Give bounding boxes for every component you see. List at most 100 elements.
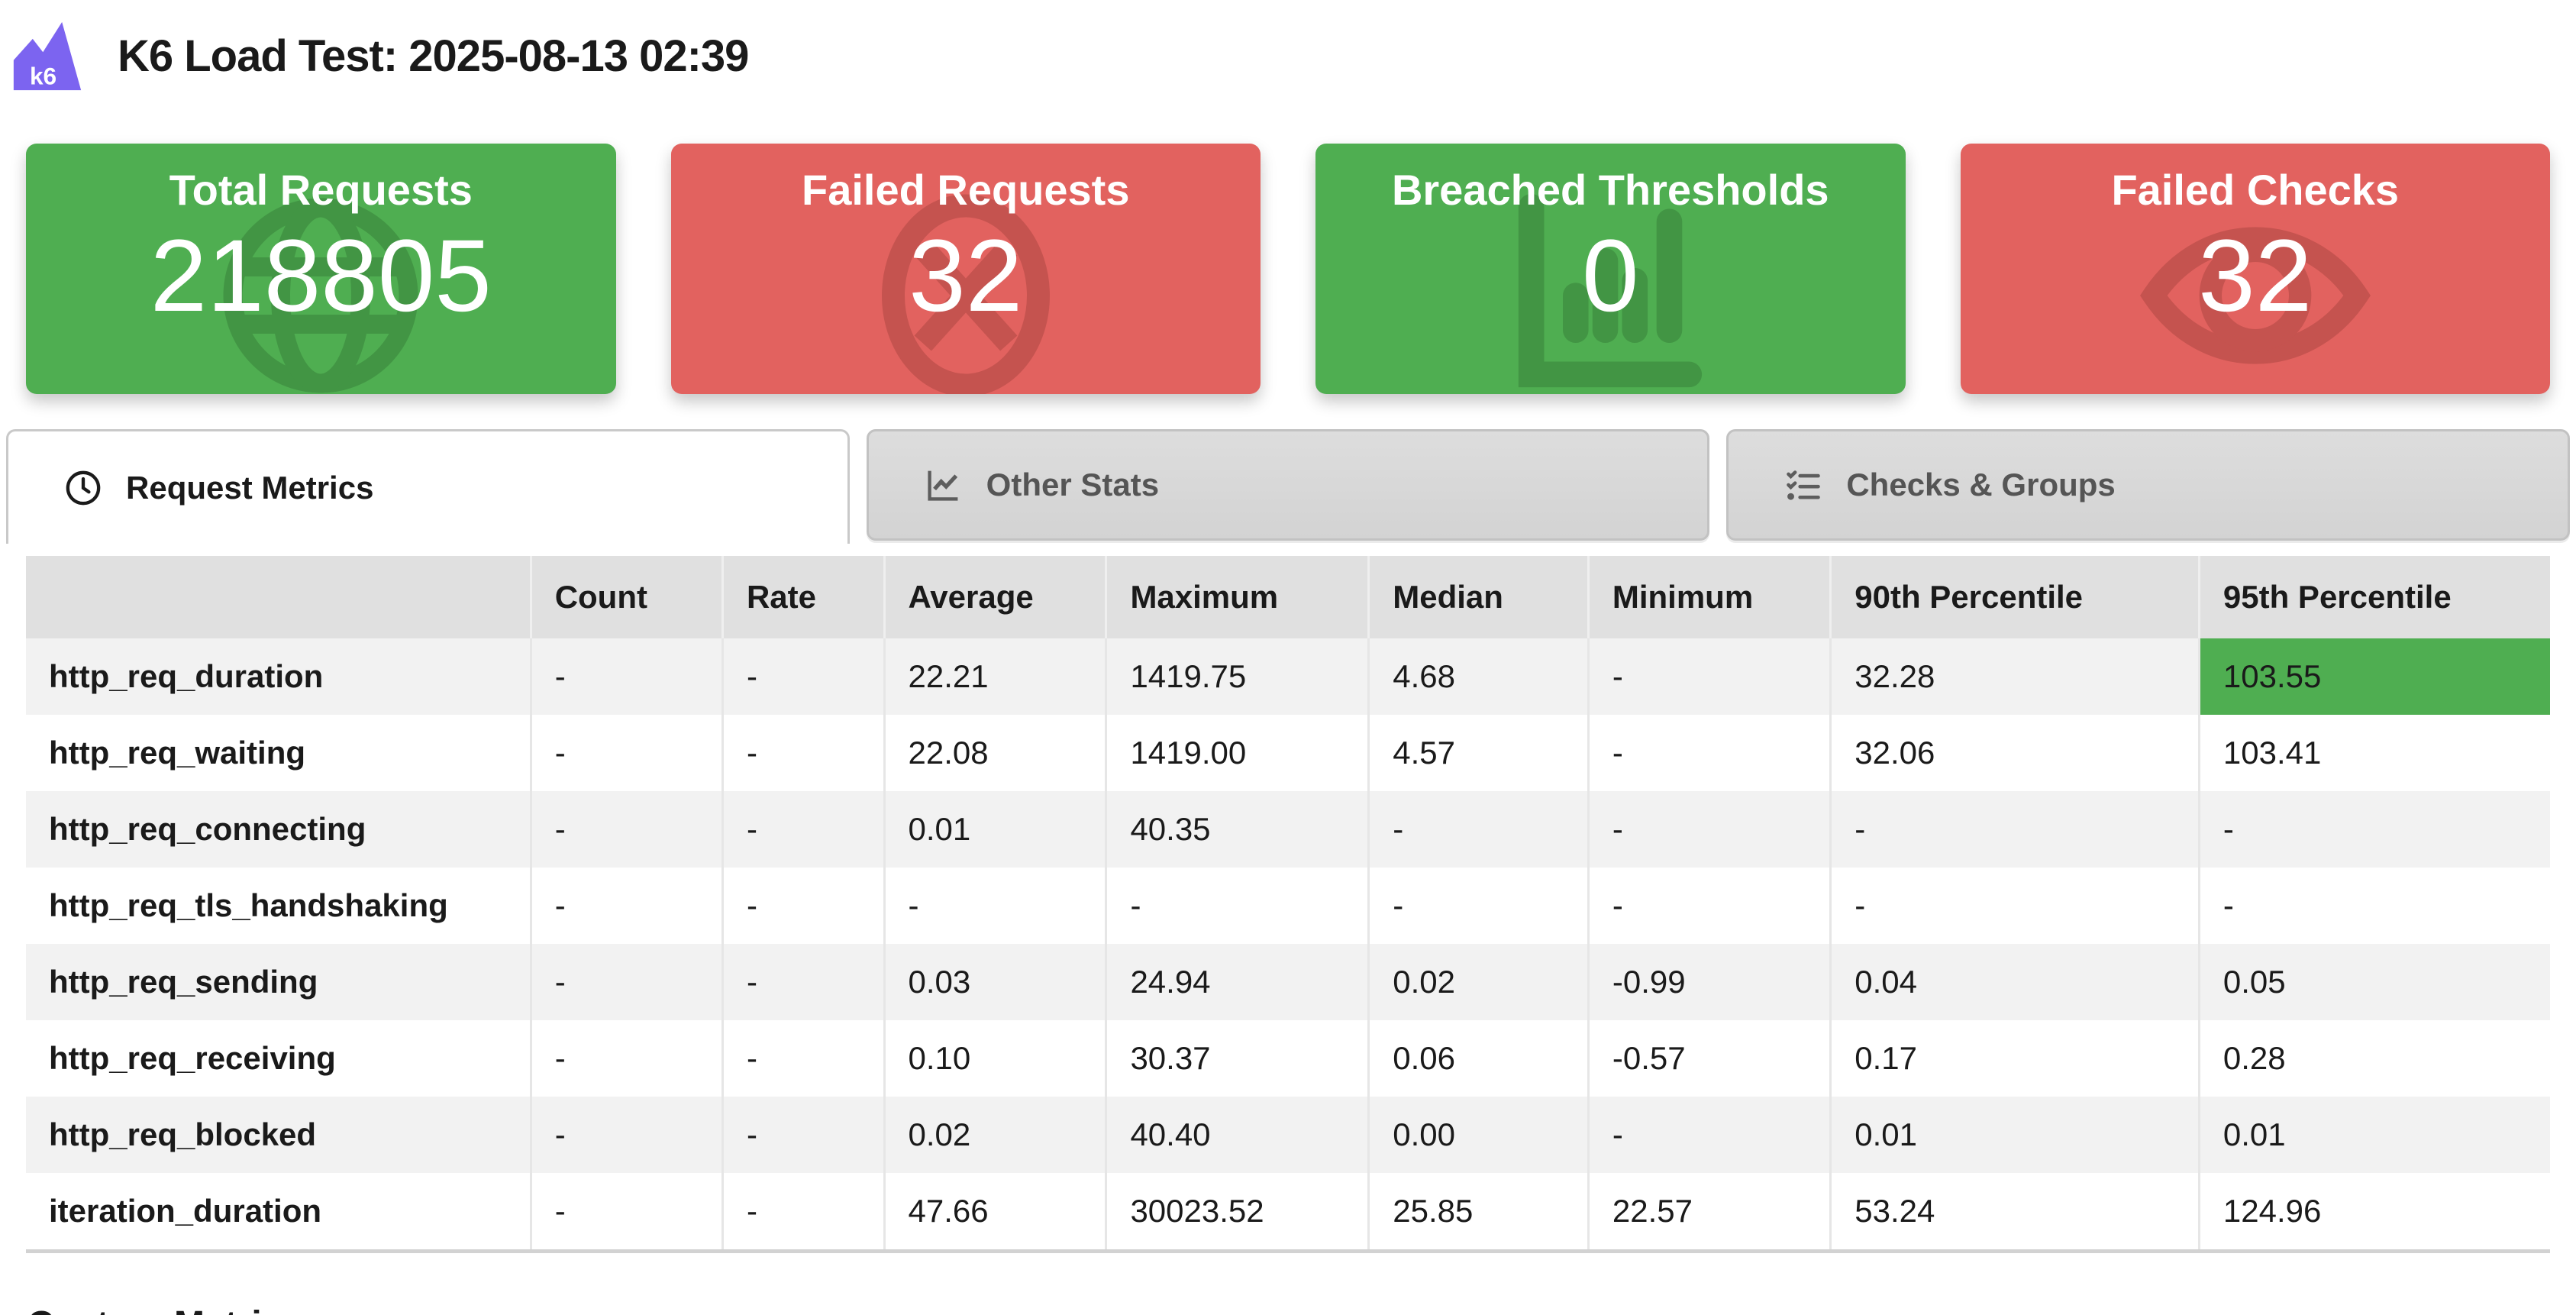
metric-value-cell: - [1587, 715, 1831, 791]
tab-checks-groups[interactable]: Checks & Groups [1726, 429, 2571, 541]
metric-value-cell: 0.28 [2197, 1020, 2550, 1097]
card-value: 32 [2198, 219, 2313, 333]
metric-value-cell: - [1367, 868, 1589, 944]
metric-value-cell: 0.03 [883, 944, 1106, 1020]
page-title: K6 Load Test: 2025-08-13 02:39 [118, 31, 749, 81]
metric-value-cell: 47.66 [883, 1173, 1106, 1253]
metric-value-cell: - [529, 791, 723, 868]
metric-value-cell: 30023.52 [1105, 1173, 1369, 1253]
card-label: Breached Thresholds [1391, 166, 1829, 214]
metrics-table-body: http_req_duration - -22.21 1419.75 4.68-32.2… [26, 638, 2550, 1253]
card-failed-requests: Failed Requests 32 [670, 144, 1261, 394]
metric-value-cell: - [721, 638, 885, 715]
table-row: http_req_blocked - -0.02 40.40 0.00-0.01 0.01 [26, 1097, 2550, 1173]
metric-value-cell: - [721, 1020, 885, 1097]
metric-value-cell: 4.68 [1367, 638, 1589, 715]
metric-value-cell: 22.08 [883, 715, 1106, 791]
bar-chart-icon [1315, 193, 1906, 394]
metric-value-cell: 103.55 [2197, 638, 2550, 715]
chart-line-icon [924, 465, 964, 505]
card-label: Failed Requests [802, 166, 1130, 214]
column-header-95th-percentile: 95th Percentile [2197, 556, 2550, 638]
metric-value-cell: - [529, 868, 723, 944]
metric-value-cell: - [721, 715, 885, 791]
metric-value-cell: 24.94 [1105, 944, 1369, 1020]
metric-value-cell: 103.41 [2197, 715, 2550, 791]
metric-value-cell: 53.24 [1829, 1173, 2200, 1253]
card-value: 32 [909, 219, 1023, 333]
card-value: 218805 [150, 219, 492, 333]
column-header-90th-percentile: 90th Percentile [1829, 556, 2200, 638]
metric-value-cell: 0.10 [883, 1020, 1106, 1097]
metric-value-cell: 30.37 [1105, 1020, 1369, 1097]
ban-circle-icon [671, 194, 1261, 394]
metric-value-cell: - [1587, 791, 1831, 868]
metric-value-cell: 1419.75 [1105, 638, 1369, 715]
metric-value-cell: -0.57 [1587, 1020, 1831, 1097]
metric-value-cell: 0.01 [883, 791, 1106, 868]
metric-value-cell: - [529, 638, 723, 715]
metric-value-cell: 0.02 [1367, 944, 1589, 1020]
metric-value-cell: 0.04 [1829, 944, 2200, 1020]
checklist-icon [1784, 465, 1823, 505]
column-header-average: Average [883, 556, 1106, 638]
card-failed-checks: Failed Checks 32 [1960, 144, 2550, 394]
k6-logo: k6 [13, 21, 82, 91]
metric-value-cell: - [529, 1097, 723, 1173]
globe-icon [26, 197, 616, 394]
metric-value-cell: 32.28 [1829, 638, 2200, 715]
column-header-minimum: Minimum [1587, 556, 1831, 638]
metric-value-cell: 32.06 [1829, 715, 2200, 791]
card-label: Failed Checks [2111, 166, 2400, 214]
metric-value-cell: - [529, 1173, 723, 1253]
request-metrics-panel: Count Rate Average Maximum Median Minimu… [26, 556, 2550, 1253]
tab-request-metrics[interactable]: Request Metrics [6, 429, 850, 544]
metric-value-cell: 0.01 [2197, 1097, 2550, 1173]
summary-cards: Total Requests 218805 Failed Requests 32 [0, 144, 2576, 394]
metric-name-cell: http_req_waiting [49, 735, 306, 771]
table-row: http_req_duration - -22.21 1419.75 4.68-32.2… [26, 638, 2550, 715]
metric-value-cell: - [1829, 868, 2200, 944]
tab-bar: Request Metrics Other Stats Checks & Gro… [0, 429, 2576, 544]
metric-name-cell: http_req_receiving [49, 1040, 336, 1076]
metric-value-cell: - [529, 1020, 723, 1097]
metric-value-cell: 4.57 [1367, 715, 1589, 791]
metric-value-cell: - [2197, 868, 2550, 944]
tab-label: Request Metrics [126, 469, 374, 506]
custom-metrics-heading: Custom Metrics [27, 1304, 2576, 1315]
table-row: http_req_waiting - -22.08 1419.00 4.57-32.06… [26, 715, 2550, 791]
metric-value-cell: - [721, 868, 885, 944]
metric-value-cell: - [1367, 791, 1589, 868]
tab-label: Other Stats [986, 467, 1160, 502]
metric-value-cell: - [883, 868, 1106, 944]
metric-value-cell: 40.40 [1105, 1097, 1369, 1173]
metric-name-cell: http_req_sending [49, 964, 318, 1000]
metric-value-cell: - [2197, 791, 2550, 868]
metric-name-cell: iteration_duration [26, 1173, 531, 1253]
metric-value-cell: - [721, 1097, 885, 1173]
metric-value-cell: 0.05 [2197, 944, 2550, 1020]
column-header-count: Count [529, 556, 723, 638]
column-header-median: Median [1367, 556, 1589, 638]
metric-value-cell: 0.06 [1367, 1020, 1589, 1097]
metric-value-cell: - [1587, 868, 1831, 944]
metric-value-cell: - [1105, 868, 1369, 944]
table-header: Count Rate Average Maximum Median Minimu… [26, 556, 2550, 638]
metric-value-cell: - [1587, 1097, 1831, 1173]
metric-value-cell: - [529, 944, 723, 1020]
request-metrics-table: Count Rate Average Maximum Median Minimu… [26, 556, 2550, 1253]
table-row: http_req_sending - -0.03 24.94 0.02 -0.99 0.04… [26, 944, 2550, 1020]
metric-value-cell: - [1587, 638, 1831, 715]
card-label: Total Requests [169, 166, 473, 214]
metric-value-cell: 1419.00 [1105, 715, 1369, 791]
metric-value-cell: 40.35 [1105, 791, 1369, 868]
tab-other-stats[interactable]: Other Stats [866, 429, 1710, 541]
column-header-rate: Rate [721, 556, 885, 638]
metric-value-cell: 0.17 [1829, 1020, 2200, 1097]
metric-name-cell: http_req_tls_handshaking [49, 887, 448, 923]
metric-value-cell: 25.85 [1367, 1173, 1589, 1253]
metric-value-cell: 22.57 [1587, 1173, 1831, 1253]
card-value: 0 [1581, 219, 1639, 333]
report-header: k6 K6 Load Test: 2025-08-13 02:39 [0, 0, 2576, 99]
